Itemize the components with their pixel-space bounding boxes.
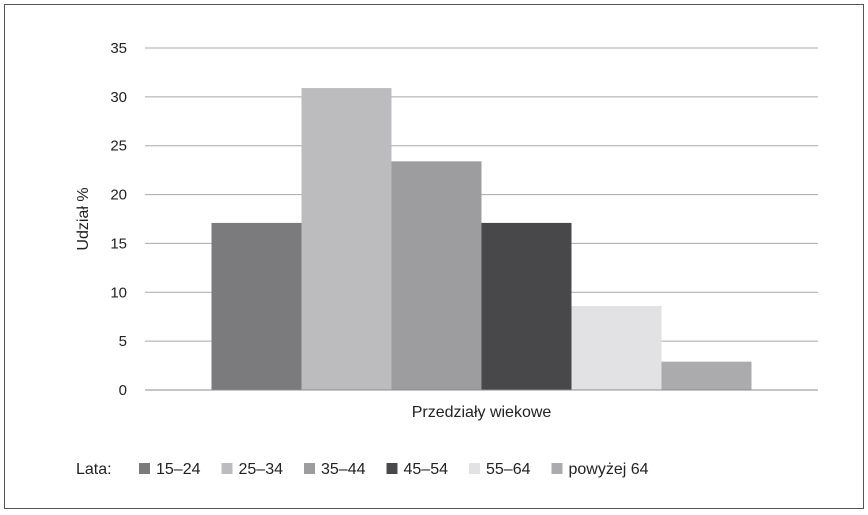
bar-3 xyxy=(391,161,482,390)
bar-6 xyxy=(661,361,752,390)
legend: Lata: 15–24 25–34 35–44 45–54 55–64 powyżej 6… xyxy=(76,461,649,478)
y-tick-label: 10 xyxy=(110,284,127,301)
y-tick-label: 5 xyxy=(119,333,127,350)
bar-5 xyxy=(571,305,662,390)
bars xyxy=(211,88,752,390)
y-tick-label: 0 xyxy=(119,382,127,399)
legend-swatch-4 xyxy=(386,463,398,474)
legend-swatch-6 xyxy=(551,463,563,474)
legend-label-2: 25–34 xyxy=(239,461,284,478)
legend-swatch-1 xyxy=(139,463,150,474)
y-tick-labels: 0 5 10 15 20 25 30 35 xyxy=(110,40,127,399)
legend-label-6: powyżej 64 xyxy=(569,461,649,478)
bar-4 xyxy=(481,222,572,390)
legend-label-1: 15–24 xyxy=(156,461,201,478)
legend-swatch-5 xyxy=(469,463,480,474)
legend-swatch-2 xyxy=(221,463,233,474)
y-tick-label: 20 xyxy=(110,187,127,204)
legend-title: Lata: xyxy=(76,461,112,478)
y-tick-label: 35 xyxy=(110,40,127,57)
x-axis-title: Przedziały wiekowe xyxy=(412,404,552,421)
y-tick-label: 30 xyxy=(110,89,127,106)
legend-label-4: 45–54 xyxy=(404,461,449,478)
y-tick-label: 25 xyxy=(110,138,127,155)
bar-1 xyxy=(211,222,302,390)
y-tick-label: 15 xyxy=(110,235,127,252)
legend-label-5: 55–64 xyxy=(486,461,531,478)
legend-label-3: 35–44 xyxy=(321,461,366,478)
y-axis-title: Udział % xyxy=(75,187,92,250)
legend-swatch-3 xyxy=(304,463,315,474)
bar-2 xyxy=(301,88,392,390)
